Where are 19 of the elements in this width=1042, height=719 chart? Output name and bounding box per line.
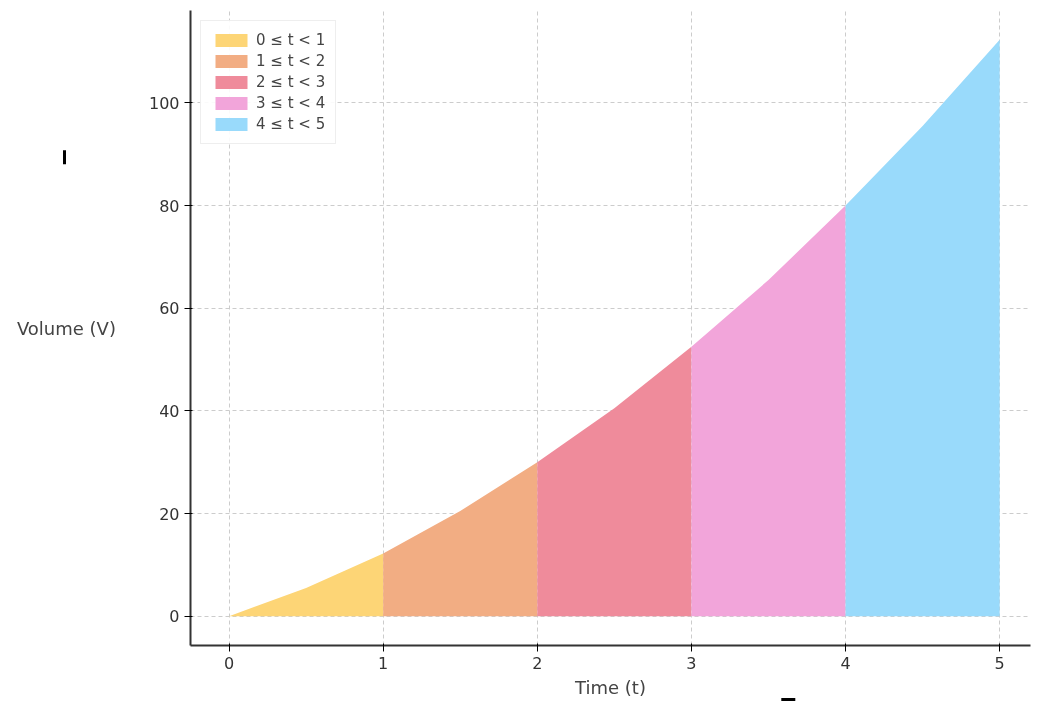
x-tick-label: 0 (223, 653, 235, 673)
y-tick-label: 80 (159, 196, 180, 216)
x-tick-label: 3 (686, 653, 697, 673)
x-tick-label: 1 (378, 653, 389, 673)
x-axis-title: Time (t) (574, 676, 646, 698)
legend-label: 2 ≤ t < 3 (256, 73, 326, 91)
y-tick-label: 0 (169, 607, 180, 627)
legend-label: 1 ≤ t < 2 (256, 52, 326, 70)
legend-label: 0 ≤ t < 1 (256, 31, 326, 49)
legend-label: 3 ≤ t < 4 (256, 94, 326, 112)
y-tick-label: 100 (148, 93, 180, 113)
legend-label: 4 ≤ t < 5 (256, 115, 326, 133)
x-tick-label: 5 (994, 653, 1005, 673)
y-tick-label: 40 (159, 401, 180, 421)
y-tick-label: 20 (159, 504, 180, 524)
y-tick-label: 60 (159, 299, 180, 319)
x-tick-label: 2 (532, 653, 543, 673)
x-tick-label: 4 (840, 653, 851, 673)
y-axis-title: Volume (V) (16, 317, 116, 339)
